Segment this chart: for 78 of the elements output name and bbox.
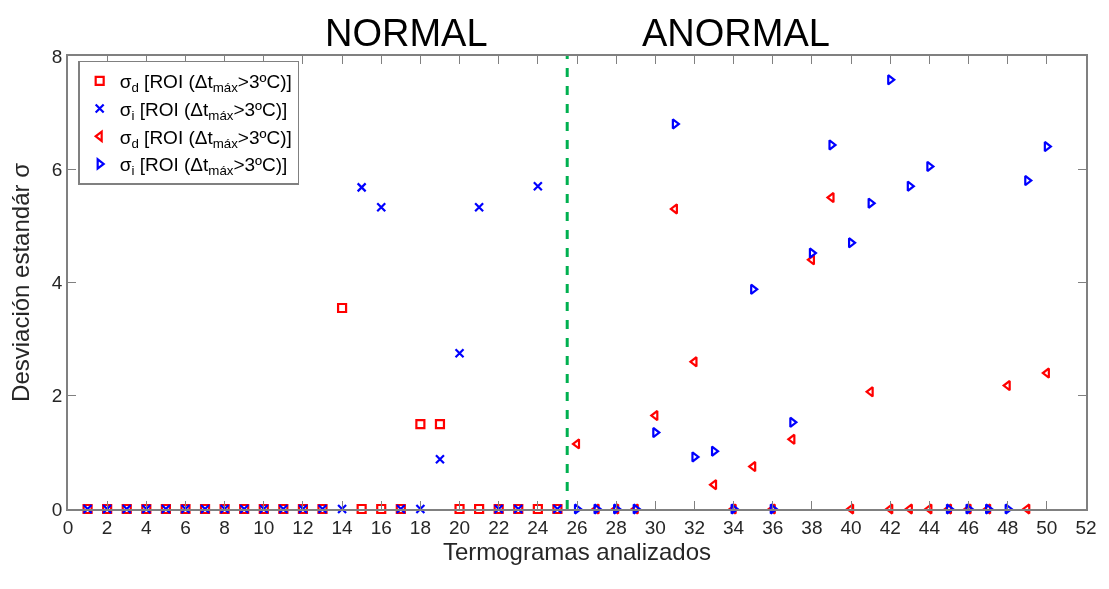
x-tick-label: 12: [292, 516, 314, 538]
point: [808, 247, 818, 259]
x-tick-label: 38: [801, 516, 823, 538]
point: [454, 503, 465, 515]
x-tick-label: 24: [527, 516, 549, 538]
x-tick-label: 18: [409, 516, 431, 538]
point: [845, 503, 855, 515]
x-tick-label: 44: [918, 516, 941, 538]
point: [376, 503, 387, 515]
point: [924, 503, 933, 515]
x-tick-label: 40: [840, 516, 862, 538]
x-tick-label: 42: [879, 516, 901, 538]
point: [454, 348, 465, 359]
point: [1004, 503, 1013, 515]
x-tick-label: 50: [1036, 516, 1058, 538]
point: [806, 254, 816, 266]
legend-label: σ$_{i}$ [ROI (Δt$_{máx}$>3ºC)]: [119, 154, 288, 179]
point: [689, 356, 698, 368]
point: [904, 503, 913, 515]
x-tick-label: 34: [723, 516, 745, 538]
y-tick-label: 2: [51, 385, 63, 407]
point: [573, 503, 583, 515]
point: [336, 503, 348, 515]
y-tick-label: 8: [51, 45, 63, 67]
x-tick-label: 10: [253, 516, 275, 538]
point: [867, 197, 876, 209]
x-tick-label: 26: [566, 516, 588, 538]
point: [474, 202, 485, 213]
x-tick-label: 20: [448, 516, 471, 538]
legend-label: σ$_{d}$ [ROI (Δt$_{máx}$>3ºC)]: [119, 71, 292, 96]
point: [571, 438, 581, 450]
x-tick-label: 46: [957, 516, 980, 538]
point: [415, 418, 426, 430]
x-tick-label: 22: [488, 516, 510, 538]
text: ANORMAL: [642, 12, 830, 54]
point: [434, 454, 446, 465]
x-tick-label: 14: [331, 516, 354, 538]
point: [356, 182, 367, 193]
point: [1022, 503, 1031, 515]
point: [532, 181, 543, 192]
point: [356, 503, 367, 515]
point: [474, 503, 485, 515]
point: [865, 386, 874, 398]
y-axis-title: Desviación estandár σ: [7, 162, 35, 402]
x-axis-title: Termogramas analizados: [442, 537, 712, 565]
x-tick-label: 6: [180, 516, 191, 538]
point: [415, 503, 426, 515]
x-tick-label: 48: [997, 516, 1019, 538]
point: [906, 180, 915, 192]
y-tick-label: 4: [51, 272, 63, 294]
point: [828, 139, 837, 151]
x-tick-label: 16: [370, 516, 392, 538]
x-tick-label: 4: [141, 516, 153, 538]
y-tick-label: 0: [51, 498, 63, 520]
point: [691, 451, 700, 463]
point: [532, 503, 543, 515]
x-tick-label: 2: [101, 516, 113, 538]
x-tick-label: 8: [219, 516, 230, 538]
point: [669, 203, 678, 215]
x-tick-label: 32: [683, 516, 706, 538]
point: [434, 418, 446, 430]
point: [1041, 367, 1050, 379]
x-tick-label: 28: [605, 516, 627, 538]
point: [336, 302, 348, 314]
point: [847, 237, 857, 249]
point: [376, 202, 387, 213]
y-tick-label: 6: [51, 158, 63, 180]
point: [885, 503, 894, 515]
point: [708, 478, 718, 491]
legend-label: σ$_{i}$ [ROI (Δt$_{máx}$>3ºC)]: [119, 98, 288, 123]
x-tick-label: 36: [762, 516, 784, 538]
point: [671, 118, 680, 130]
text: NORMAL: [325, 12, 488, 54]
x-tick-label: 52: [1075, 516, 1097, 538]
legend-label: σ$_{d}$ [ROI (Δt$_{máx}$>3ºC)]: [119, 126, 292, 151]
point: [710, 445, 720, 457]
point: [887, 74, 896, 86]
x-tick-label: 30: [644, 516, 666, 538]
